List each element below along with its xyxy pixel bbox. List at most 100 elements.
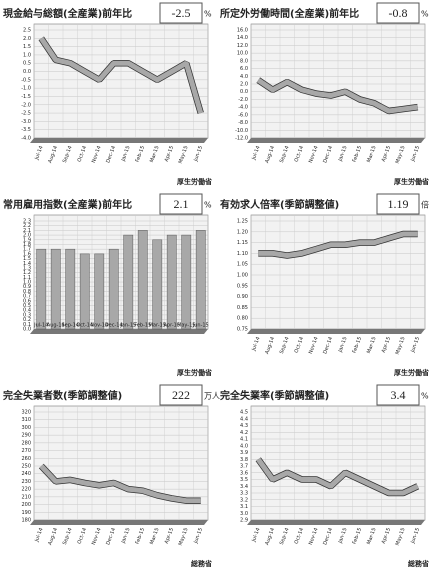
y-tick-label: 190 bbox=[21, 510, 31, 516]
x-tick-label: Sep-14 bbox=[62, 145, 74, 164]
bar bbox=[94, 253, 105, 330]
x-tick-label: Mar-15 bbox=[149, 527, 161, 545]
line bbox=[39, 36, 204, 114]
x-tick-label: May-15 bbox=[395, 145, 407, 164]
x-tick-label: Feb-15 bbox=[352, 145, 363, 163]
y-tick-label: 14.0 bbox=[237, 35, 248, 41]
y-tick-label: -4.0 bbox=[238, 105, 248, 111]
x-tick-label: Apr-15 bbox=[164, 145, 175, 163]
unit: % bbox=[204, 201, 212, 210]
y-tick-label: -2.0 bbox=[21, 102, 31, 108]
x-tick-label: May-15 bbox=[395, 527, 407, 546]
x-tick-label: Oct-14 bbox=[77, 527, 88, 545]
y-tick-label: 10.0 bbox=[237, 51, 248, 57]
x-tick-label: Jul-14 bbox=[34, 145, 45, 161]
headline-value: 3.4 bbox=[391, 388, 406, 402]
y-tick-label: -12.0 bbox=[235, 136, 248, 142]
y-tick-label: 1.4 bbox=[23, 261, 31, 267]
y-tick-label: -1.0 bbox=[21, 86, 31, 92]
chart-title: 現金給与総額(全産業)前年比 bbox=[3, 7, 132, 20]
headline-box bbox=[159, 193, 203, 215]
headline-box bbox=[159, 384, 203, 406]
floor bbox=[247, 329, 425, 334]
bar bbox=[65, 248, 76, 330]
x-tick-label: Feb-15 bbox=[352, 527, 363, 545]
y-tick-label: 290 bbox=[21, 433, 31, 439]
x-tick-label: Oct-14 bbox=[76, 323, 93, 329]
x-tick-label: Mar-15 bbox=[149, 323, 166, 329]
y-tick-label: 0.0 bbox=[23, 69, 31, 75]
y-tick-label: 3.3 bbox=[240, 491, 248, 497]
y-tick-label: 2.3 bbox=[23, 219, 31, 225]
y-tick-label: 2.9 bbox=[240, 518, 248, 524]
line bbox=[256, 457, 419, 496]
y-tick-label: 2.0 bbox=[23, 233, 31, 239]
x-tick-label: May-15 bbox=[178, 527, 190, 546]
x-tick-label: May-15 bbox=[395, 336, 407, 355]
y-tick-label: 1.6 bbox=[23, 251, 31, 257]
floor bbox=[30, 329, 208, 334]
x-tick-label: Jul-14 bbox=[34, 527, 45, 543]
x-tick-label: Sep-14 bbox=[61, 323, 79, 329]
y-tick-label: 3.1 bbox=[240, 504, 248, 510]
x-tick-label: Jun-15 bbox=[193, 527, 204, 545]
headline-box bbox=[376, 2, 420, 24]
x-tick-label: Dec-14 bbox=[322, 145, 334, 164]
x-tick-label: Mar-15 bbox=[366, 145, 378, 163]
y-tick-label: 2.5 bbox=[23, 28, 31, 34]
y-tick-label: -3.0 bbox=[21, 119, 31, 125]
x-tick-label: Dec-14 bbox=[322, 527, 334, 546]
unit: % bbox=[204, 10, 212, 19]
bar bbox=[108, 248, 119, 330]
floor bbox=[30, 520, 208, 525]
y-tick-label: 2.0 bbox=[23, 36, 31, 42]
source: 厚生労働省 bbox=[394, 368, 429, 377]
y-tick-label: 3.7 bbox=[240, 464, 248, 470]
headline-box bbox=[159, 2, 203, 24]
headline-value: -0.8 bbox=[389, 6, 408, 20]
x-tick-label: Oct-14 bbox=[294, 145, 305, 163]
x-tick-label: Jan-15 bbox=[119, 323, 136, 329]
y-tick-label: 3.4 bbox=[240, 484, 248, 490]
y-tick-label: 0.2 bbox=[23, 317, 31, 323]
x-tick-label: Sep-14 bbox=[62, 527, 74, 546]
panel: 有効求人倍率(季節調整値) 1.19 倍 1.25 1.20 1.15 1.10 1.05 1.… bbox=[220, 193, 429, 377]
chart-title: 常用雇用指数(全産業)前年比 bbox=[3, 198, 132, 211]
x-tick-label: Nov-14 bbox=[91, 527, 103, 546]
bar bbox=[166, 234, 177, 330]
bar bbox=[50, 248, 61, 330]
x-tick-label: Aug-14 bbox=[264, 527, 276, 546]
x-tick-label: Jan-15 bbox=[337, 336, 348, 354]
x-tick-label: Dec-14 bbox=[322, 336, 334, 355]
y-tick-label: 2.0 bbox=[240, 82, 248, 88]
x-tick-label: Mar-15 bbox=[366, 527, 378, 545]
x-tick-label: Feb-15 bbox=[352, 336, 363, 354]
unit: % bbox=[421, 392, 429, 401]
y-tick-label: 4.2 bbox=[240, 430, 248, 436]
y-tick-label: 1.00 bbox=[237, 273, 248, 279]
y-tick-label: 1.05 bbox=[237, 262, 248, 268]
y-tick-label: 0.80 bbox=[237, 316, 248, 322]
y-tick-label: -2.0 bbox=[238, 97, 248, 103]
y-tick-label: 1.3 bbox=[23, 265, 31, 271]
source: 厚生労働省 bbox=[177, 368, 212, 377]
x-tick-label: Mar-15 bbox=[149, 145, 161, 163]
y-tick-label: -4.0 bbox=[21, 136, 31, 142]
x-tick-label: Jul-14 bbox=[251, 527, 262, 543]
x-tick-label: Dec-14 bbox=[105, 323, 123, 329]
panel: 現金給与総額(全産業)前年比 -2.5 % 2.5 2.0 1.5 1.0 0.5 0.0 -0.… bbox=[3, 2, 212, 186]
bar bbox=[79, 253, 90, 330]
y-tick-label: 270 bbox=[21, 448, 31, 454]
x-tick-label: Jan-15 bbox=[120, 145, 131, 163]
x-tick-label: Oct-14 bbox=[294, 336, 305, 354]
bar bbox=[36, 248, 47, 330]
x-tick-label: Feb-15 bbox=[135, 527, 146, 545]
panel: 所定外労働時間(全産業)前年比 -0.8 % 16.014.0 12.0 10.08.0 6… bbox=[220, 2, 429, 186]
bar bbox=[123, 234, 134, 330]
x-tick-label: Jan-15 bbox=[120, 527, 131, 545]
y-tick-label: 0.8 bbox=[23, 289, 31, 295]
source: 厚生労働省 bbox=[177, 177, 212, 186]
headline-value: 2.1 bbox=[174, 197, 189, 211]
y-tick-label: 320 bbox=[21, 410, 31, 416]
